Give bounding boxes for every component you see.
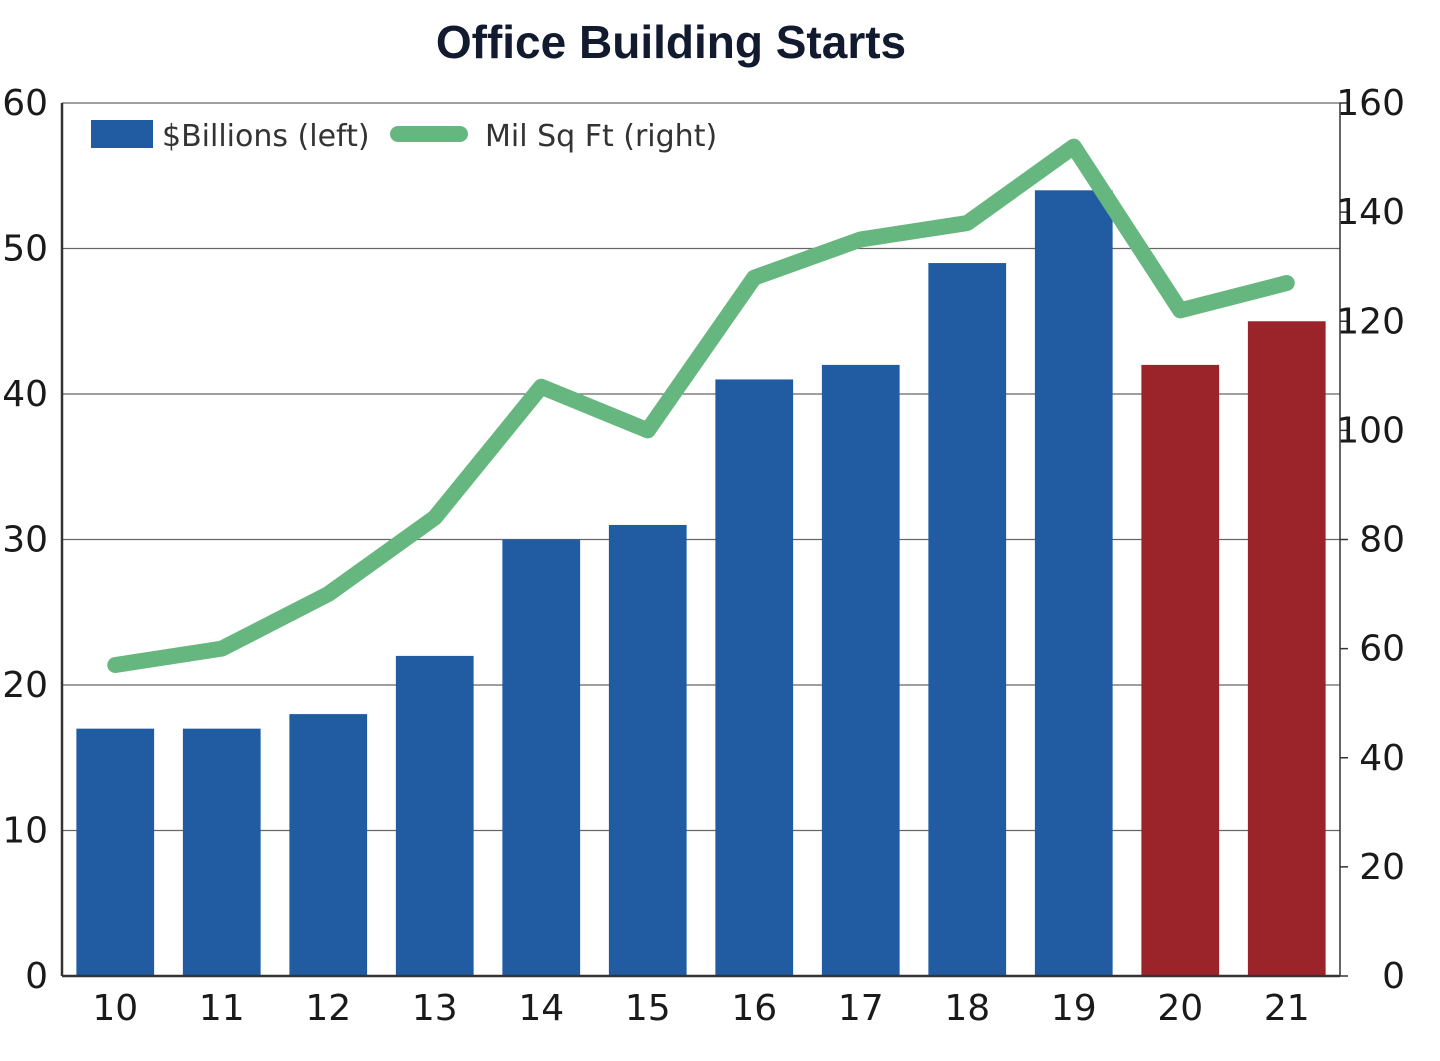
bar-14 <box>502 539 581 976</box>
x-tick-label: 13 <box>412 988 458 1029</box>
y-right-tick-label: 100 <box>1336 410 1405 451</box>
sqft-point <box>432 515 437 520</box>
y-left-tick-label: 20 <box>2 665 48 706</box>
legend: $Billions (left) Mil Sq Ft (right) <box>91 119 717 154</box>
bar-20 <box>1141 364 1220 976</box>
x-tick-label: 12 <box>305 988 351 1029</box>
bar-12 <box>289 714 368 976</box>
y-left-tick-label: 10 <box>2 811 48 852</box>
bars <box>76 190 1326 977</box>
sqft-point <box>539 384 544 389</box>
bar-16 <box>715 379 794 976</box>
sqft-line <box>107 138 1295 673</box>
sqft-point <box>113 662 118 667</box>
x-tick-label: 16 <box>731 988 777 1029</box>
sqft-point <box>1178 308 1183 313</box>
x-tick-label: 10 <box>92 988 138 1029</box>
legend-label-sqft: Mil Sq Ft (right) <box>485 119 717 154</box>
y-left-tick-label: 60 <box>2 83 48 124</box>
x-tick-label: 21 <box>1264 988 1310 1029</box>
y-right-tick-label: 140 <box>1336 192 1405 233</box>
x-tick-label: 11 <box>199 988 245 1029</box>
bar-13 <box>395 655 474 976</box>
bar-17 <box>821 364 900 976</box>
legend-label-billions: $Billions (left) <box>162 119 370 154</box>
y-right-tick-label: 0 <box>1382 956 1405 997</box>
y-left-tick-label: 0 <box>25 956 48 997</box>
tick-labels: 0 10 20 30 40 50 60 0 20 40 60 80 100 120 140 160 10 11 12… <box>2 83 1405 1029</box>
y-left-tick-label: 50 <box>2 229 48 270</box>
axes <box>60 102 1348 978</box>
sqft-point <box>858 237 863 242</box>
bar-19 <box>1034 190 1113 977</box>
x-tick-label: 17 <box>838 988 884 1029</box>
x-tick-label: 20 <box>1157 988 1203 1029</box>
y-right-tick-label: 120 <box>1336 301 1405 342</box>
y-right-tick-label: 20 <box>1359 847 1405 888</box>
x-tick-label: 14 <box>518 988 564 1029</box>
legend-swatch-billions <box>91 120 153 148</box>
y-left-tick-label: 40 <box>2 374 48 415</box>
sqft-point <box>752 275 757 280</box>
x-tick-label: 18 <box>944 988 990 1029</box>
y-left-tick-label: 30 <box>2 520 48 561</box>
sqft-point <box>219 646 224 651</box>
bar-18 <box>928 263 1007 976</box>
bar-10 <box>76 728 155 976</box>
sqft-point <box>645 428 650 433</box>
y-right-tick-label: 80 <box>1359 520 1405 561</box>
bar-11 <box>182 728 261 976</box>
y-right-tick-label: 60 <box>1359 629 1405 670</box>
sqft-line-group <box>107 138 1295 673</box>
x-tick-label: 19 <box>1051 988 1097 1029</box>
sqft-point <box>1071 144 1076 149</box>
x-tick-label: 15 <box>625 988 671 1029</box>
gridlines <box>62 102 1340 832</box>
chart-title: Office Building Starts <box>436 16 906 68</box>
bar-21 <box>1247 321 1326 976</box>
bar-15 <box>608 524 687 976</box>
sqft-point <box>965 221 970 226</box>
y-right-tick-label: 160 <box>1336 83 1405 124</box>
sqft-point <box>1284 281 1289 286</box>
sqft-point <box>326 592 331 597</box>
y-right-tick-label: 40 <box>1359 738 1405 779</box>
